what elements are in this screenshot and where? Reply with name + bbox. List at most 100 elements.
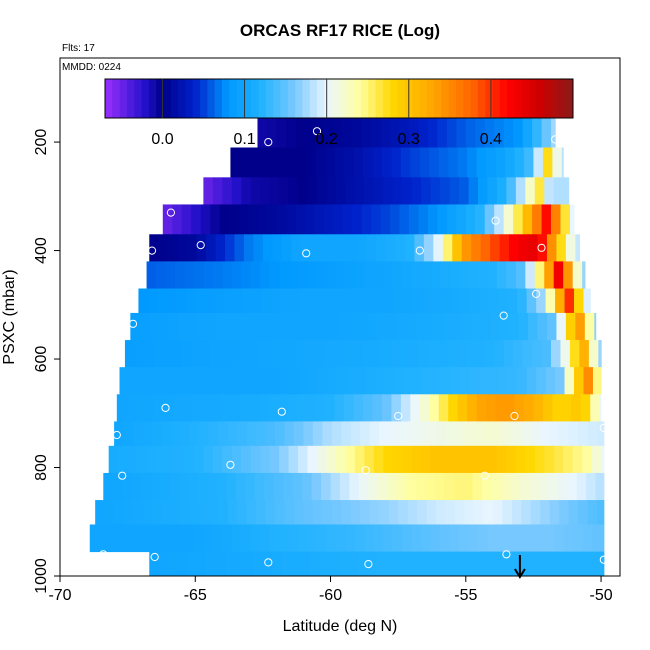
heatmap-cell	[189, 421, 200, 447]
heatmap-cell	[269, 445, 280, 474]
colorbar-swatch	[243, 79, 252, 118]
heatmap-cell	[422, 288, 433, 314]
heatmap-cell	[487, 261, 498, 290]
heatmap-cell	[514, 147, 525, 178]
heatmap-cell	[598, 340, 602, 368]
heatmap-cell	[513, 204, 524, 235]
heatmap-cell	[402, 261, 413, 290]
heatmap-cell	[103, 472, 114, 501]
y-tick-label: 200	[33, 129, 50, 156]
heatmap-cell	[454, 500, 466, 525]
heatmap-cell	[445, 500, 456, 525]
heatmap-cell	[559, 500, 570, 525]
sample-point	[264, 138, 273, 147]
heatmap-row-8	[124, 340, 602, 368]
heatmap-cell	[437, 117, 448, 148]
heatmap-cell	[151, 500, 163, 525]
heatmap-cell	[307, 445, 318, 474]
heatmap-cell	[180, 421, 191, 447]
heatmap-cell	[349, 472, 360, 501]
colorbar-swatch	[507, 79, 515, 118]
heatmap-cell	[216, 472, 227, 501]
heatmap-cell	[380, 117, 391, 148]
heatmap-cell	[411, 177, 422, 205]
colorbar-swatch	[317, 79, 325, 118]
heatmap-cell	[430, 177, 441, 205]
heatmap-cell	[268, 147, 279, 178]
heatmap-cell	[369, 421, 380, 447]
heatmap-cell	[170, 500, 181, 525]
heatmap-cell	[582, 524, 593, 553]
heatmap-cell	[280, 367, 291, 395]
heatmap-row-5	[146, 261, 586, 290]
heatmap-cell	[333, 117, 344, 148]
heatmap-cell	[314, 340, 325, 368]
heatmap-cell	[375, 367, 386, 395]
heatmap-cell	[430, 445, 441, 474]
heatmap-cell	[215, 551, 226, 577]
heatmap-cell	[453, 472, 464, 501]
heatmap-cell	[461, 551, 472, 577]
heatmap-cell	[496, 445, 507, 474]
colorbar-swatch	[551, 79, 559, 118]
heatmap-cell	[578, 421, 589, 447]
heatmap-cell	[279, 524, 290, 553]
heatmap-cell	[241, 524, 252, 553]
heatmap-cell	[326, 261, 337, 290]
heatmap-cell	[482, 472, 493, 501]
heatmap-cell	[449, 261, 460, 290]
colorbar-swatch	[200, 79, 208, 118]
heatmap-cell	[582, 445, 593, 474]
heatmap-cell	[471, 234, 482, 262]
heatmap-cell	[560, 204, 571, 235]
heatmap-cell	[311, 472, 322, 501]
heatmap-cell	[580, 394, 591, 422]
heatmap-cell	[490, 551, 501, 577]
colorbar-swatch	[324, 79, 333, 118]
heatmap-cell	[352, 340, 363, 368]
colorbar-swatch	[434, 79, 442, 118]
heatmap-cell	[289, 367, 301, 395]
heatmap-cell	[142, 500, 153, 525]
colorbar-swatch	[295, 79, 303, 118]
heatmap-cell	[454, 421, 466, 447]
heatmap-cell	[576, 472, 587, 501]
heatmap-cell	[468, 445, 479, 474]
heatmap-cell	[295, 204, 306, 235]
heatmap-cell	[243, 551, 255, 577]
colorbar-swatch	[346, 79, 355, 118]
colorbar-swatch	[287, 79, 296, 118]
heatmap-cell	[503, 117, 514, 148]
heatmap-cell	[341, 421, 352, 447]
heatmap-cell	[545, 367, 556, 395]
heatmap-cell	[427, 340, 438, 368]
heatmap-cell	[525, 261, 536, 290]
heatmap-cell	[404, 234, 415, 262]
heatmap-cell	[184, 524, 195, 553]
heatmap-cell	[329, 234, 340, 262]
heatmap-cell	[414, 234, 425, 262]
sample-point	[491, 216, 500, 225]
heatmap-cell	[498, 288, 509, 314]
heatmap-cell	[203, 445, 214, 474]
heatmap-cell	[281, 312, 292, 341]
heatmap-cell	[440, 177, 451, 205]
heatmap-cell	[344, 147, 355, 178]
heatmap-cell	[555, 288, 566, 314]
heatmap-cell	[215, 234, 226, 262]
heatmap-cell	[541, 340, 552, 368]
colorbar-swatch	[251, 79, 260, 118]
x-tick-label: -60	[319, 587, 342, 604]
heatmap-cell	[477, 445, 489, 474]
heatmap-cell	[380, 204, 391, 235]
heatmap-cell	[137, 445, 148, 474]
sample-point	[537, 243, 546, 252]
heatmap-cell	[385, 551, 397, 577]
heatmap-cell	[506, 177, 517, 205]
heatmap-cell	[202, 394, 213, 422]
sample-point	[166, 208, 175, 217]
heatmap-cell	[597, 421, 605, 447]
heatmap-cell	[411, 261, 422, 290]
heatmap-cell	[541, 117, 552, 148]
heatmap-cell	[522, 340, 533, 368]
